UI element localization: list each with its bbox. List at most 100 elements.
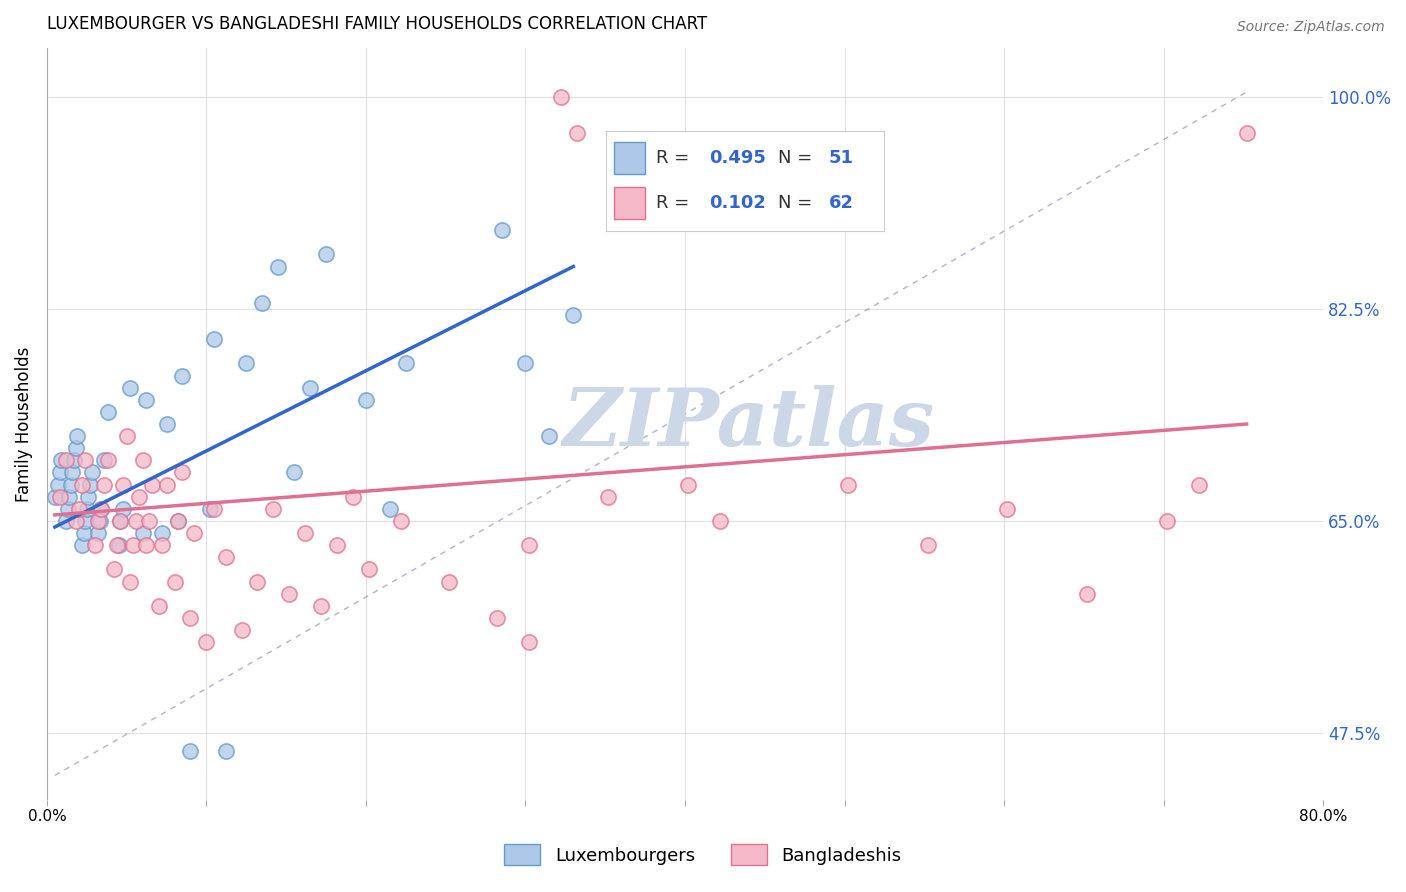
Point	[75, 453, 97, 467]
Text: R =: R =	[657, 194, 695, 211]
Point	[76, 501, 98, 516]
Point	[83, 538, 105, 552]
Point	[278, 829, 301, 843]
Point	[148, 599, 170, 613]
Point	[110, 514, 132, 528]
Point	[135, 538, 157, 552]
Text: LUXEMBOURGER VS BANGLADESHI FAMILY HOUSEHOLDS CORRELATION CHART: LUXEMBOURGER VS BANGLADESHI FAMILY HOUSE…	[46, 15, 707, 33]
Point	[122, 538, 145, 552]
Text: 80.0%: 80.0%	[1299, 809, 1347, 824]
Point	[395, 356, 418, 370]
Point	[62, 466, 84, 480]
Point	[63, 453, 86, 467]
Point	[195, 635, 218, 649]
Point	[93, 477, 115, 491]
Point	[110, 514, 132, 528]
Legend: Luxembourgers, Bangladeshis: Luxembourgers, Bangladeshis	[495, 835, 911, 874]
Point	[179, 744, 201, 758]
Point	[172, 466, 194, 480]
Y-axis label: Family Households: Family Households	[15, 346, 32, 501]
Point	[150, 538, 173, 552]
Point	[87, 526, 110, 541]
Text: N =: N =	[779, 149, 818, 167]
Point	[105, 538, 128, 552]
Point	[90, 501, 112, 516]
Text: 0.102: 0.102	[709, 194, 766, 211]
Point	[995, 501, 1018, 516]
FancyBboxPatch shape	[614, 142, 645, 174]
Point	[80, 466, 103, 480]
Point	[66, 429, 89, 443]
Point	[65, 514, 87, 528]
Point	[1156, 514, 1178, 528]
Point	[46, 477, 69, 491]
Point	[676, 477, 699, 491]
Point	[77, 490, 100, 504]
Point	[125, 514, 148, 528]
Point	[485, 611, 508, 625]
Point	[262, 501, 284, 516]
Point	[837, 477, 859, 491]
Point	[87, 514, 110, 528]
Point	[342, 490, 364, 504]
Text: 0.0%: 0.0%	[28, 809, 66, 824]
Point	[598, 490, 620, 504]
Point	[214, 550, 236, 565]
Point	[96, 453, 118, 467]
Point	[118, 574, 141, 589]
Point	[709, 514, 731, 528]
Point	[294, 526, 316, 541]
Point	[135, 392, 157, 407]
Text: N =: N =	[779, 194, 818, 211]
Text: R =: R =	[657, 149, 695, 167]
Point	[58, 490, 80, 504]
Point	[354, 392, 377, 407]
Point	[517, 538, 540, 552]
Point	[1236, 126, 1258, 140]
Point	[202, 332, 225, 346]
Point	[131, 526, 153, 541]
Point	[48, 490, 70, 504]
Point	[138, 514, 160, 528]
Point	[112, 477, 135, 491]
Point	[359, 562, 381, 576]
Point	[55, 514, 77, 528]
Point	[59, 477, 82, 491]
Text: Source: ZipAtlas.com: Source: ZipAtlas.com	[1237, 20, 1385, 34]
Point	[202, 501, 225, 516]
Point	[299, 381, 322, 395]
Point	[179, 611, 201, 625]
Point	[155, 477, 177, 491]
Text: ZIPatlas: ZIPatlas	[562, 385, 935, 463]
Point	[166, 514, 188, 528]
Point	[70, 477, 93, 491]
Point	[172, 368, 194, 383]
Point	[72, 526, 94, 541]
Point	[214, 744, 236, 758]
Point	[378, 501, 401, 516]
Point	[1188, 477, 1211, 491]
Point	[56, 501, 79, 516]
Point	[55, 453, 77, 467]
Point	[96, 405, 118, 419]
Point	[267, 260, 290, 274]
Point	[141, 477, 163, 491]
Point	[163, 574, 186, 589]
Point	[67, 501, 90, 516]
Point	[70, 538, 93, 552]
Point	[89, 514, 111, 528]
Point	[75, 514, 97, 528]
Point	[115, 429, 138, 443]
Text: 51: 51	[828, 149, 853, 167]
Point	[166, 514, 188, 528]
Point	[565, 126, 588, 140]
Point	[231, 623, 253, 637]
Point	[103, 562, 125, 576]
Point	[315, 247, 337, 261]
Point	[283, 466, 305, 480]
Point	[389, 514, 412, 528]
Point	[252, 296, 274, 310]
Text: 0.495: 0.495	[709, 149, 766, 167]
Point	[235, 356, 257, 370]
Point	[118, 381, 141, 395]
